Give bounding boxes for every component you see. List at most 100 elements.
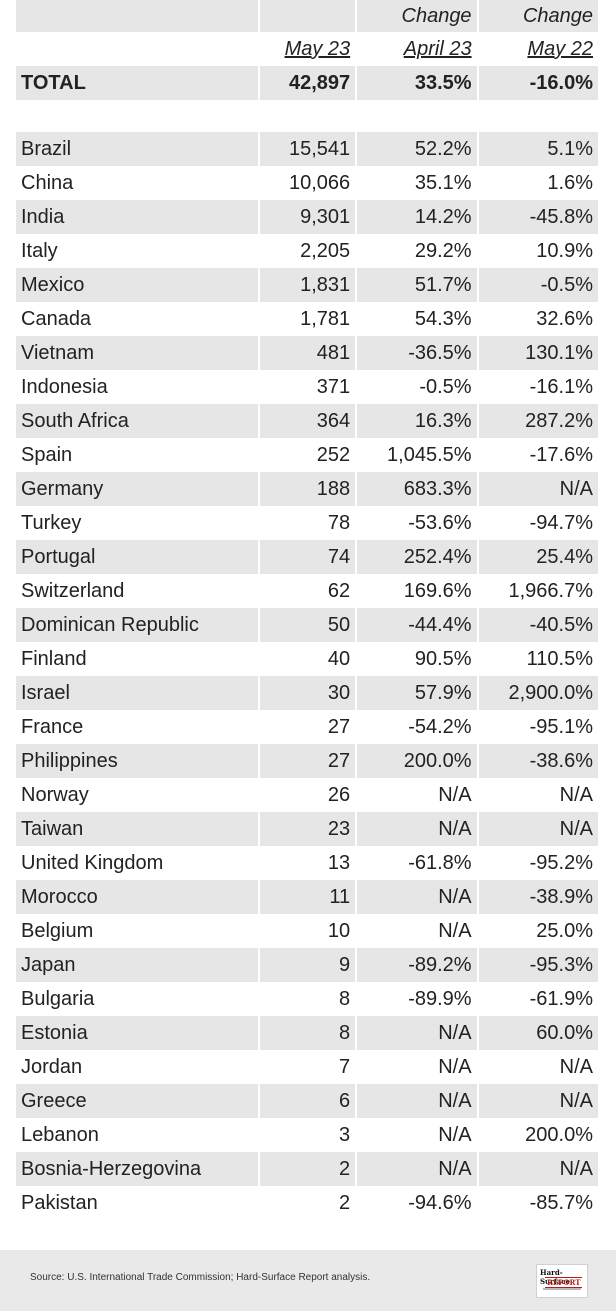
change-month-cell: N/A xyxy=(438,920,472,942)
header-change-year: Change xyxy=(478,0,598,32)
change-month-cell: 14.2% xyxy=(357,200,477,234)
value-cell: 3 xyxy=(339,1124,351,1146)
header-change-month: Change xyxy=(357,0,477,32)
change-year-cell: -16.1% xyxy=(529,376,593,398)
value-cell: 1,781 xyxy=(300,308,351,330)
change-month-cell: -44.4% xyxy=(357,608,477,642)
change-month-cell: 57.9% xyxy=(357,676,477,710)
value-cell: 371 xyxy=(316,376,351,398)
country-cell: Indonesia xyxy=(21,376,108,398)
country-cell: Switzerland xyxy=(21,580,125,602)
value-cell: 10 xyxy=(327,920,351,942)
change-year-cell: -95.1% xyxy=(529,716,593,738)
table-row: Canada 1,781 54.3% 32.6% xyxy=(16,302,598,336)
table-row: United Kingdom 13 -61.8% -95.2% xyxy=(16,846,598,880)
country-cell: Germany xyxy=(16,472,258,506)
change-month-cell: N/A xyxy=(357,880,477,914)
country-cell: Lebanon xyxy=(21,1124,99,1146)
table-row: Israel 30 57.9% 2,900.0% xyxy=(16,676,598,710)
change-month-cell: 16.3% xyxy=(357,404,477,438)
total-row: TOTAL 42,897 33.5% -16.0% xyxy=(16,66,598,100)
table-row: Philippines 27 200.0% -38.6% xyxy=(16,744,598,778)
change-year-cell: -94.7% xyxy=(529,512,593,534)
country-cell: Pakistan xyxy=(21,1192,98,1214)
table-row: Germany 188 683.3% N/A xyxy=(16,472,598,506)
change-month-cell: 90.5% xyxy=(414,648,472,670)
change-year-cell: N/A xyxy=(478,472,598,506)
value-cell: 9 xyxy=(259,948,356,982)
value-cell: 11 xyxy=(259,880,356,914)
header-row-change: Change Change xyxy=(16,0,598,32)
country-cell: United Kingdom xyxy=(21,852,164,874)
country-cell: Vietnam xyxy=(16,336,258,370)
country-cell: Norway xyxy=(21,784,89,806)
change-month-cell: -89.9% xyxy=(408,988,472,1010)
change-year-cell: -0.5% xyxy=(478,268,598,302)
table-row: Taiwan 23 N/A N/A xyxy=(16,812,598,846)
change-year-cell: 1,966.7% xyxy=(508,580,593,602)
country-cell: Bulgaria xyxy=(21,988,95,1010)
value-cell: 30 xyxy=(259,676,356,710)
change-month-cell: 1,045.5% xyxy=(387,444,472,466)
change-year-cell: 25.4% xyxy=(478,540,598,574)
table-row: Norway 26 N/A N/A xyxy=(16,778,598,812)
country-cell: Finland xyxy=(21,648,87,670)
total-value: 42,897 xyxy=(259,66,356,100)
change-year-cell: N/A xyxy=(559,784,593,806)
total-label: TOTAL xyxy=(16,66,258,100)
hard-surface-report-logo: Hard-Surface REPORT xyxy=(536,1264,588,1298)
country-cell: Jordan xyxy=(21,1056,83,1078)
change-month-cell: 252.4% xyxy=(357,540,477,574)
country-cell: India xyxy=(16,200,258,234)
change-month-cell: -54.2% xyxy=(408,716,472,738)
change-month-cell: 52.2% xyxy=(357,132,477,166)
data-table-container: Change Change May 23 April 23 May 22 TOT… xyxy=(14,0,600,1220)
change-year-cell: -45.8% xyxy=(478,200,598,234)
change-month-cell: N/A xyxy=(438,1124,472,1146)
country-cell: South Africa xyxy=(16,404,258,438)
change-year-cell: 287.2% xyxy=(478,404,598,438)
value-cell: 74 xyxy=(259,540,356,574)
table-row: China 10,066 35.1% 1.6% xyxy=(16,166,598,200)
country-cell: Philippines xyxy=(16,744,258,778)
country-cell: Japan xyxy=(16,948,258,982)
header-col-current: May 23 xyxy=(259,32,356,66)
table-row: France 27 -54.2% -95.1% xyxy=(16,710,598,744)
value-cell: 8 xyxy=(259,1016,356,1050)
header-col-prev-month: April 23 xyxy=(357,32,477,66)
value-cell: 2 xyxy=(339,1192,351,1214)
change-year-cell: -61.9% xyxy=(529,988,593,1010)
change-month-cell: N/A xyxy=(357,1084,477,1118)
change-month-cell: N/A xyxy=(438,784,472,806)
change-year-cell: N/A xyxy=(478,812,598,846)
value-cell: 13 xyxy=(327,852,351,874)
table-row: Spain 252 1,045.5% -17.6% xyxy=(16,438,598,472)
table-row: Finland 40 90.5% 110.5% xyxy=(16,642,598,676)
table-row: Bulgaria 8 -89.9% -61.9% xyxy=(16,982,598,1016)
change-year-cell: 10.9% xyxy=(536,240,593,262)
change-month-cell: -94.6% xyxy=(408,1192,472,1214)
table-row: Dominican Republic 50 -44.4% -40.5% xyxy=(16,608,598,642)
value-cell: 8 xyxy=(339,988,351,1010)
table-row: Pakistan 2 -94.6% -85.7% xyxy=(16,1186,598,1220)
change-year-cell: N/A xyxy=(559,1056,593,1078)
change-month-cell: N/A xyxy=(438,1056,472,1078)
logo-line-2: REPORT xyxy=(545,1277,583,1288)
footer: Source: U.S. International Trade Commiss… xyxy=(0,1250,616,1311)
value-cell: 481 xyxy=(259,336,356,370)
change-month-cell: N/A xyxy=(357,1152,477,1186)
change-year-cell: -17.6% xyxy=(529,444,593,466)
logo-line-1: Hard-Surface xyxy=(540,1268,571,1286)
header-blank-cell xyxy=(16,32,258,66)
change-year-cell: 25.0% xyxy=(536,920,593,942)
country-cell: France xyxy=(21,716,84,738)
change-month-cell: -36.5% xyxy=(357,336,477,370)
import-data-table: Change Change May 23 April 23 May 22 TOT… xyxy=(14,0,600,1220)
table-row: Vietnam 481 -36.5% 130.1% xyxy=(16,336,598,370)
change-year-cell: 110.5% xyxy=(526,648,593,670)
country-cell: Dominican Republic xyxy=(16,608,258,642)
table-row: Japan 9 -89.2% -95.3% xyxy=(16,948,598,982)
value-cell: 7 xyxy=(339,1056,351,1078)
change-year-cell: -95.3% xyxy=(478,948,598,982)
change-month-cell: -0.5% xyxy=(419,376,472,398)
